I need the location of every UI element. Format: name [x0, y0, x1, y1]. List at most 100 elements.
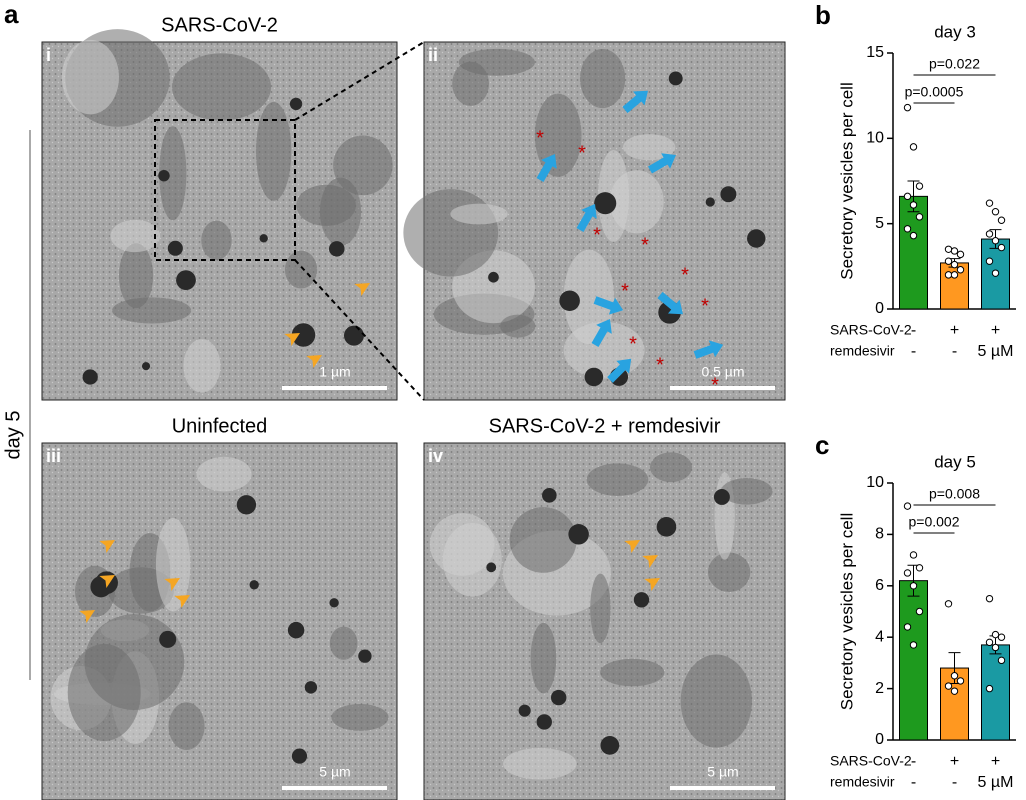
data-point — [985, 199, 994, 207]
data-point — [950, 672, 959, 680]
vesicle — [236, 495, 257, 515]
vesicle — [82, 369, 98, 385]
cell-structure — [403, 189, 499, 277]
arrowhead — [174, 595, 190, 609]
data-point — [909, 143, 918, 151]
bar — [899, 195, 928, 310]
vesicle — [559, 290, 580, 311]
data-point — [909, 582, 918, 590]
data-point — [909, 641, 918, 649]
vesicle — [358, 649, 372, 663]
arrow — [607, 358, 632, 383]
data-point — [956, 677, 965, 685]
zoom-line — [294, 41, 425, 121]
vesicle — [518, 704, 531, 717]
chart-title: day 5 — [934, 452, 976, 471]
vesicle — [568, 524, 589, 545]
micrograph-image — [41, 442, 398, 800]
data-point — [903, 569, 912, 577]
condition-value: - — [952, 343, 957, 360]
p-value: p=0.0005 — [905, 84, 964, 100]
arrowhead — [79, 610, 95, 624]
data-point — [991, 643, 1000, 652]
data-point — [997, 633, 1006, 641]
vesicle — [594, 192, 617, 215]
condition-value: - — [911, 774, 916, 791]
data-point — [915, 607, 924, 616]
panel-label: iv — [428, 446, 443, 466]
zoom-box — [154, 119, 296, 261]
cell-structure — [201, 220, 232, 261]
condition-label: SARS-CoV-2 — [830, 753, 912, 769]
y-tick-label: 2 — [875, 680, 884, 697]
cell-structure — [159, 126, 187, 221]
y-tick-label: 10 — [866, 474, 884, 491]
error-bar — [907, 180, 920, 213]
arrow — [648, 153, 676, 174]
chart-title: day 3 — [934, 22, 976, 41]
cell-structure — [509, 507, 577, 573]
vesicle — [291, 323, 316, 347]
condition-value: - — [911, 753, 916, 770]
y-tick-label: 8 — [875, 526, 884, 543]
micrograph — [41, 442, 398, 800]
vesicle — [536, 714, 552, 730]
asterisk: * — [656, 354, 664, 376]
data-point — [903, 502, 912, 510]
condition-value: + — [991, 322, 1000, 339]
data-point — [915, 213, 924, 221]
vesicle — [291, 748, 308, 764]
vesicle — [287, 621, 305, 639]
data-point — [997, 656, 1006, 665]
asterisk: * — [621, 280, 629, 302]
condition-value: + — [950, 753, 959, 770]
y-tick-label: 0 — [875, 300, 884, 317]
cell-structure — [452, 61, 489, 106]
cell-structure — [284, 250, 318, 289]
data-point — [909, 201, 918, 209]
vesicle — [329, 241, 345, 257]
data-point — [985, 638, 994, 647]
condition-value: + — [991, 753, 1000, 770]
panel-title: SARS-CoV-2 — [161, 14, 278, 36]
scale-bar-label: 0.5 µm — [701, 364, 744, 380]
data-point — [985, 230, 994, 238]
y-tick-label: 5 — [875, 215, 884, 232]
cell-structure — [590, 573, 611, 644]
error-bar — [989, 229, 1002, 249]
data-point — [985, 594, 994, 603]
arrowhead — [354, 283, 370, 297]
vesicle — [304, 681, 318, 694]
vesicle — [486, 562, 497, 573]
error-bar — [907, 564, 920, 597]
arrow — [536, 154, 557, 182]
cell-structure — [500, 314, 536, 338]
arrowhead — [99, 575, 115, 589]
micrograph — [403, 41, 786, 401]
arrowhead — [306, 355, 322, 369]
side-label: day 5 — [2, 411, 24, 460]
cell-structure — [563, 249, 615, 345]
arrowhead — [99, 540, 115, 554]
condition-value: - — [952, 774, 957, 791]
data-point — [903, 623, 912, 631]
cell-structure — [183, 339, 221, 393]
vesicle — [542, 488, 557, 503]
asterisk: * — [629, 333, 637, 355]
scale-bar-label: 1 µm — [319, 364, 350, 380]
cell-structure — [255, 101, 292, 201]
vesicle — [720, 186, 737, 203]
scale-bar-label: 5 µm — [707, 764, 738, 780]
arrowhead — [642, 555, 658, 569]
y-axis-label: Secretory vesicles per cell — [837, 82, 856, 279]
cell-structure — [110, 219, 161, 253]
data-point — [915, 182, 924, 190]
condition-value: - — [911, 322, 916, 339]
data-point — [944, 245, 953, 253]
vesicle — [159, 630, 177, 648]
y-tick-label: 15 — [866, 44, 884, 61]
data-point — [903, 192, 912, 201]
cell-structure — [155, 517, 191, 612]
cell-structure — [171, 53, 272, 121]
